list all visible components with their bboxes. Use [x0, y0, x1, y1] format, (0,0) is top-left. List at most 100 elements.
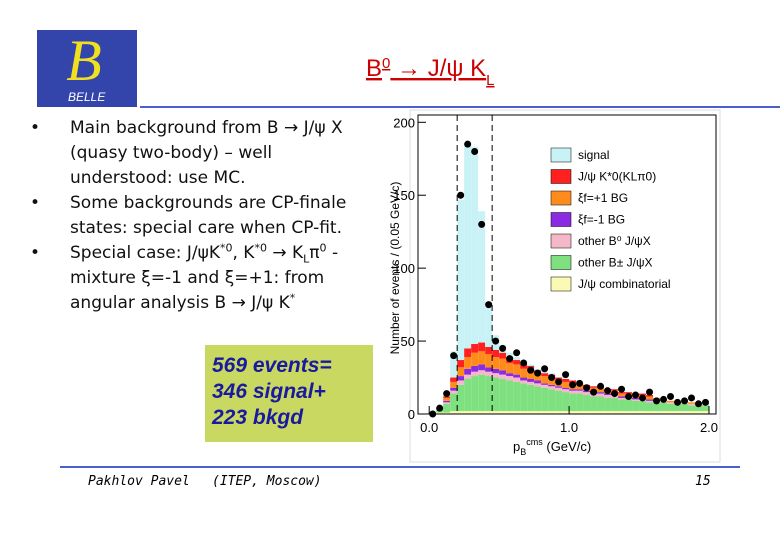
x-label-sub: B — [520, 447, 526, 457]
histogram-segment — [485, 367, 493, 372]
histogram-segment — [562, 387, 570, 390]
histogram-segment — [520, 364, 528, 369]
histogram-segment — [492, 373, 500, 378]
histogram-segment — [590, 411, 598, 414]
histogram-segment — [646, 402, 654, 412]
data-point — [471, 147, 479, 155]
bullet-sub: L — [303, 252, 310, 266]
histogram-segment — [618, 396, 626, 398]
data-point — [646, 388, 654, 396]
title-sup: 0 — [382, 55, 390, 72]
data-point — [632, 391, 640, 399]
histogram-segment — [534, 411, 542, 414]
x-label-main: p — [513, 439, 520, 454]
legend-swatch — [550, 255, 572, 270]
histogram-segment — [618, 393, 626, 397]
histogram-segment — [534, 373, 542, 381]
histogram-segment — [499, 370, 507, 375]
histogram-segment — [450, 381, 458, 388]
data-point — [618, 385, 626, 393]
bullet-sup: *0 — [219, 241, 233, 255]
histogram-segment — [506, 362, 514, 374]
histogram-segment — [492, 357, 500, 369]
histogram-segment — [520, 377, 528, 381]
histogram-segment — [618, 392, 626, 394]
histogram-segment — [583, 395, 591, 412]
data-point — [457, 191, 465, 199]
histogram-segment — [499, 358, 507, 371]
histogram-segment — [471, 371, 479, 377]
histogram-segment — [674, 411, 682, 414]
histogram-segment — [639, 411, 647, 414]
histogram-segment — [569, 393, 577, 412]
histogram-segment — [590, 396, 598, 412]
histogram-segment — [492, 349, 500, 358]
bullet: Main background from B → J/ψ X (quasy tw… — [30, 116, 370, 191]
histogram-segment — [534, 383, 542, 387]
x-label-sup: cms — [526, 437, 543, 447]
histogram-segment — [576, 393, 584, 412]
histogram-segment — [653, 411, 661, 414]
histogram-segment — [464, 357, 472, 369]
histogram-segment — [485, 346, 493, 355]
bullet-list: Main background from B → J/ψ X (quasy tw… — [30, 116, 370, 316]
legend-label: other B± J/ψX — [578, 256, 653, 270]
histogram-segment — [485, 376, 493, 412]
callout-line: 223 bkgd — [211, 406, 304, 429]
data-point — [436, 404, 444, 412]
legend-swatch — [550, 276, 572, 292]
data-point — [625, 392, 633, 400]
data-point — [597, 382, 605, 390]
histogram-segment — [443, 402, 451, 404]
histogram-segment — [555, 390, 563, 412]
histogram-segment — [583, 411, 591, 414]
legend-label: other B⁰ J/ψX — [578, 234, 651, 248]
data-point — [534, 369, 542, 377]
x-tick-label: 2.0 — [700, 420, 718, 435]
histogram-segment — [457, 411, 465, 414]
histogram-segment — [569, 389, 577, 391]
legend-swatch — [550, 190, 572, 206]
histogram-segment — [471, 352, 479, 366]
histogram-segment — [457, 376, 465, 381]
histogram-segment — [485, 371, 493, 377]
histogram-segment — [443, 400, 451, 403]
histogram-segment — [625, 411, 633, 414]
data-point — [576, 379, 584, 387]
title-text: → J/ψ K — [390, 55, 486, 82]
histogram-segment — [450, 351, 458, 378]
histogram-segment — [471, 376, 479, 412]
y-tick-label: 0 — [408, 407, 415, 422]
data-point — [653, 397, 661, 405]
histogram-segment — [660, 402, 668, 412]
bullet-text: Some backgrounds are CP-finale states: s… — [70, 193, 347, 238]
data-point — [492, 337, 500, 345]
histogram-segment — [492, 411, 500, 414]
histogram-segment — [450, 393, 458, 412]
x-label-unit: (GeV/c) — [543, 439, 591, 454]
histogram-segment — [513, 381, 521, 412]
data-point — [464, 140, 472, 148]
histogram-segment — [464, 368, 472, 375]
histogram: 0 50 100 150 200 0.0 1.0 2.0 Number of events / … — [388, 114, 718, 457]
histogram-segment — [604, 411, 612, 414]
histogram-segment — [457, 199, 465, 361]
data-point — [681, 397, 689, 405]
bullet-text: - mixture ξ=-1 and ξ=+1: from angular an… — [70, 243, 339, 313]
histogram-segment — [639, 393, 647, 396]
histogram-segment — [450, 390, 458, 394]
bullet: Special case: J/ψK*0, K*0 → KLπ0 - mixtu… — [30, 241, 370, 316]
data-point — [548, 374, 556, 382]
histogram-segment — [632, 399, 640, 401]
histogram-segment — [527, 381, 535, 385]
data-point — [702, 398, 710, 406]
histogram-segment — [513, 357, 521, 361]
histogram-segment — [618, 411, 626, 414]
histogram-segment — [520, 368, 528, 378]
histogram-segment — [534, 386, 542, 412]
histogram-segment — [597, 392, 605, 394]
histogram-segment — [583, 392, 591, 396]
histogram-segment — [562, 411, 570, 414]
histogram-segment — [464, 144, 472, 349]
